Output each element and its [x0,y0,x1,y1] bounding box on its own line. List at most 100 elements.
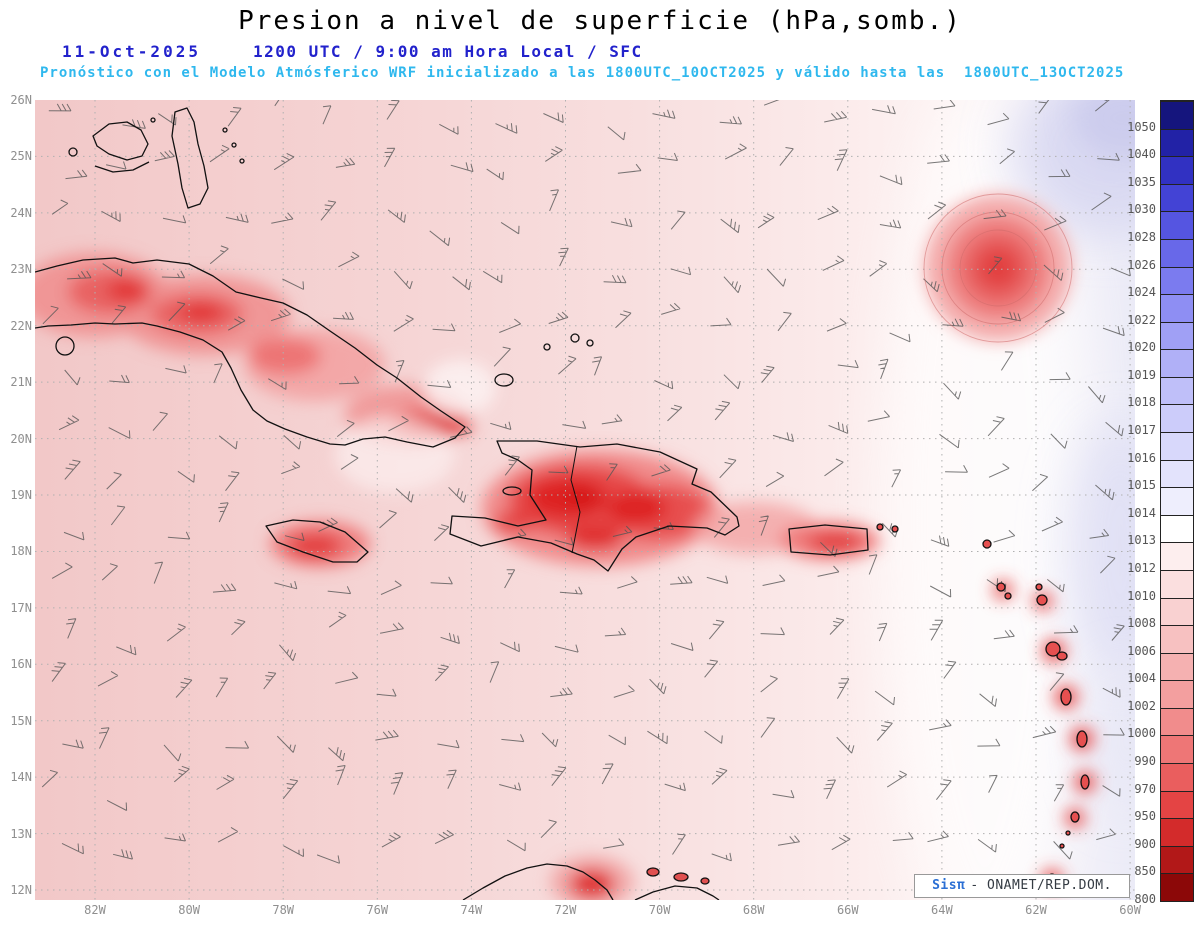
bahama-cay [150,117,156,123]
colorbar-label: 1019 [1127,367,1156,382]
lat-label: 22N [10,318,32,333]
south-america-coastline [462,863,614,900]
st-vincent-coastline [1070,811,1080,823]
colorbar-cell [1161,514,1193,543]
colorbar-label: 1013 [1127,533,1156,548]
lon-label: 82W [84,903,106,917]
colorbar-cell [1161,845,1193,874]
lat-label: 16N [10,657,32,672]
map-canvas [35,100,1135,900]
bahama-cay [222,127,228,133]
lon-label: 68W [742,903,765,917]
lon-label: 76W [366,903,389,917]
colorbar-cell [1161,680,1193,708]
attribution-box: Sisπ - ONAMET/REP.DOM. [914,874,1130,898]
colorbar-cell [1161,238,1193,267]
colorbar-label: 1050 [1127,119,1156,134]
colorbar-label: 1008 [1127,616,1156,631]
lon-label: 74W [460,903,483,917]
grid-lines [35,100,1135,900]
lat-label: 26N [10,93,32,107]
colorbar-label: 1017 [1127,423,1156,438]
colorbar-cell [1161,625,1193,653]
colorbar-cell [1161,707,1193,736]
florida-keys-coastline [94,161,150,173]
colorbar-label: 1006 [1127,643,1156,658]
bahama-cay [239,158,245,164]
lat-label: 19N [10,488,32,502]
lat-label: 24N [10,205,32,220]
lon-label: 64W [931,903,953,917]
colorbar-cell [1161,763,1193,791]
lat-label: 18N [10,544,32,559]
virgin-islands-coastline [891,525,899,533]
coastlines [35,107,1090,900]
colorbar-label: 1014 [1127,505,1156,520]
model-info-line: Pronóstico con el Modelo Atmósferico WRF… [40,65,1125,81]
colorbar-cell [1161,101,1193,129]
cuba-coastline [35,257,466,448]
wind-barbs [41,100,1131,864]
colorbar-label: 800 [1134,892,1156,906]
martinique-coastline [1076,730,1088,748]
colorbar-label: 1040 [1127,147,1156,162]
bonaire-coastline [700,877,710,885]
colorbar-label: 1022 [1127,312,1156,327]
colorbar-label: 900 [1134,836,1156,851]
puerto-rico-coastline [788,524,869,556]
guadeloupe-coastline [1056,651,1068,661]
lat-label: 23N [10,262,32,277]
guadeloupe-coastline [1045,641,1061,657]
turks-caicos-coastline [543,343,551,351]
colorbar-cell [1161,321,1193,350]
colorbar-label: 1000 [1127,726,1156,741]
page-title: Presion a nivel de superficie (hPa,somb.… [238,6,962,36]
colorbar-cell [1161,404,1193,433]
colorbar-cell [1161,818,1193,846]
colorbar-label: 1018 [1127,395,1156,410]
colorbar-label: 1010 [1127,588,1156,603]
lon-label: 70W [648,903,671,917]
colorbar-label: 970 [1134,781,1156,796]
colorbar-cell [1161,266,1193,295]
curacao-coastline [673,872,689,882]
colorbar-cell [1161,294,1193,322]
lon-label: 60W [1119,903,1141,917]
aruba-coastline [646,867,660,877]
dominica-coastline [1060,688,1072,706]
colorbar-cell [1161,652,1193,681]
colorbar-label: 1028 [1127,229,1156,244]
colorbar-label: 1012 [1127,560,1156,575]
lon-label: 78W [272,903,295,917]
lat-label: 25N [10,149,32,164]
storm-shading [924,194,1072,342]
lat-label: 13N [10,826,32,841]
lat-label: 15N [10,713,32,728]
colorbar-cell [1161,873,1193,901]
colorbar-label: 1026 [1127,257,1156,272]
colorbar-cell [1161,156,1193,184]
colorbar-label: 950 [1134,809,1156,824]
forecast-date: 11-Oct-2025 [62,42,201,61]
storm-isobar-rings [923,193,1073,343]
colorbar-cell [1161,790,1193,819]
colorbar-label: 1020 [1127,340,1156,355]
grenadines-coastline [1065,830,1071,836]
colorbar-label: 1024 [1127,285,1156,300]
st-martin-coastline [982,539,992,549]
inagua-coastline [494,373,514,387]
nevis-coastline [1004,592,1012,600]
isla-juventud-coastline [55,336,75,356]
bahama-cay [231,142,237,148]
colorbar-cell [1161,569,1193,598]
grenadines-coastline [1059,843,1065,849]
st-lucia-coastline [1080,774,1090,790]
jamaica-coastline [265,519,369,563]
haiti-dr-border [570,445,581,554]
colorbar-label: 1002 [1127,698,1156,713]
turks-caicos-coastline [586,339,594,347]
lat-label: 14N [10,770,32,785]
virgin-islands-coastline [876,523,884,531]
attribution-brand: Sisπ [932,878,966,893]
